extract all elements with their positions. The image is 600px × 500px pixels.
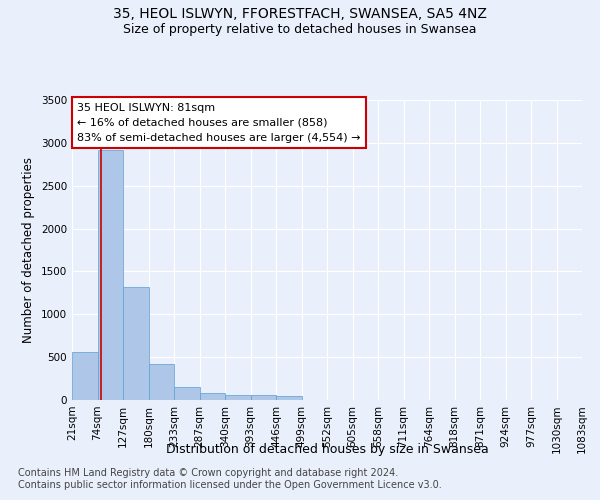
Text: 35 HEOL ISLWYN: 81sqm
← 16% of detached houses are smaller (858)
83% of semi-det: 35 HEOL ISLWYN: 81sqm ← 16% of detached … — [77, 103, 361, 142]
Text: Distribution of detached houses by size in Swansea: Distribution of detached houses by size … — [166, 442, 488, 456]
Bar — [97, 150, 123, 400]
Bar — [199, 392, 225, 400]
Bar — [123, 287, 149, 400]
Bar — [174, 386, 199, 400]
Bar — [149, 364, 174, 400]
Text: Contains public sector information licensed under the Open Government Licence v3: Contains public sector information licen… — [18, 480, 442, 490]
Text: Contains HM Land Registry data © Crown copyright and database right 2024.: Contains HM Land Registry data © Crown c… — [18, 468, 398, 477]
Bar — [276, 396, 302, 400]
Bar — [72, 352, 97, 400]
Text: Size of property relative to detached houses in Swansea: Size of property relative to detached ho… — [123, 22, 477, 36]
Bar — [251, 396, 276, 400]
Text: 35, HEOL ISLWYN, FFORESTFACH, SWANSEA, SA5 4NZ: 35, HEOL ISLWYN, FFORESTFACH, SWANSEA, S… — [113, 8, 487, 22]
Bar — [225, 395, 251, 400]
Y-axis label: Number of detached properties: Number of detached properties — [22, 157, 35, 343]
